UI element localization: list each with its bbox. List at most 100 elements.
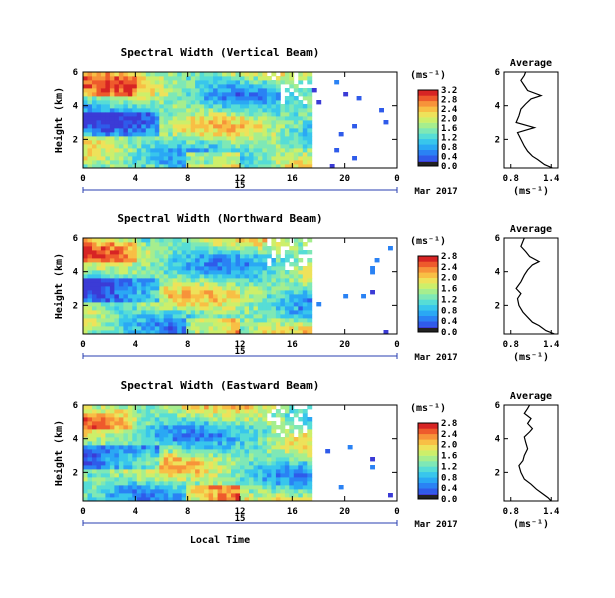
heatmap-cell bbox=[217, 120, 223, 125]
heatmap-cell bbox=[109, 282, 115, 287]
heatmap-cell bbox=[83, 302, 88, 307]
heatmap-cell bbox=[136, 262, 142, 267]
heatmap-cell bbox=[231, 160, 236, 165]
heatmap-cell bbox=[159, 246, 165, 251]
heatmap-cell bbox=[293, 330, 299, 335]
heatmap-cell bbox=[132, 441, 138, 446]
heatmap-cell bbox=[186, 72, 192, 77]
heatmap-cell bbox=[217, 282, 223, 287]
heatmap-cell bbox=[257, 469, 263, 474]
heatmap-cell bbox=[87, 465, 93, 470]
heatmap-cell bbox=[159, 425, 165, 430]
heatmap-cell bbox=[141, 246, 147, 251]
heatmap-cell bbox=[141, 453, 147, 458]
heatmap-cell bbox=[141, 433, 147, 438]
heatmap-cell bbox=[244, 80, 250, 85]
heatmap-cell bbox=[235, 290, 241, 295]
heatmap-cell bbox=[141, 437, 147, 442]
heatmap-cell bbox=[181, 286, 187, 291]
heatmap-cell bbox=[96, 266, 102, 271]
heatmap-cell bbox=[262, 116, 268, 121]
heatmap-cell bbox=[249, 104, 254, 109]
heatmap-cell bbox=[105, 246, 111, 251]
heatmap-cell bbox=[195, 465, 200, 470]
heatmap-cell bbox=[195, 290, 200, 295]
heatmap-cell bbox=[307, 120, 313, 125]
heatmap-cell bbox=[298, 497, 304, 502]
heatmap-cell bbox=[96, 100, 102, 105]
heatmap-cell bbox=[240, 108, 245, 113]
heatmap-cell bbox=[100, 274, 106, 279]
heatmap-cell bbox=[190, 108, 196, 113]
colorbar-floor bbox=[418, 495, 438, 499]
heatmap-cell bbox=[213, 148, 218, 153]
heatmap-cell bbox=[177, 278, 183, 283]
heatmap-cell bbox=[114, 156, 120, 161]
heatmap-cell bbox=[87, 262, 93, 267]
heatmap-cell bbox=[154, 160, 160, 165]
heatmap-cell bbox=[96, 314, 102, 319]
y-tick-label: 2 bbox=[73, 301, 78, 311]
average-title: Average bbox=[510, 391, 552, 402]
heatmap-cell bbox=[163, 306, 169, 311]
heatmap-cell bbox=[159, 294, 165, 299]
heatmap-cell bbox=[159, 429, 165, 434]
heatmap-cell bbox=[114, 413, 120, 418]
heatmap-cell bbox=[83, 481, 88, 486]
heatmap-cell bbox=[257, 156, 263, 161]
heatmap-cell bbox=[249, 469, 254, 474]
heatmap-cell bbox=[307, 262, 313, 267]
heatmap-cell bbox=[204, 425, 209, 430]
heatmap-cell bbox=[293, 274, 299, 279]
heatmap-cell bbox=[145, 417, 151, 422]
heatmap-cell bbox=[204, 88, 209, 93]
heatmap-cell bbox=[168, 306, 174, 311]
heatmap-cell bbox=[92, 405, 97, 410]
heatmap-cell bbox=[293, 497, 299, 502]
heatmap-cell bbox=[114, 306, 120, 311]
heatmap-cell bbox=[154, 96, 160, 101]
heatmap-cell bbox=[83, 112, 88, 117]
x-tick-label: 0 bbox=[80, 507, 85, 517]
heatmap-cell bbox=[186, 445, 192, 450]
panel-title: Spectral Width (Eastward Beam) bbox=[121, 379, 320, 392]
heatmap-cell bbox=[257, 298, 263, 303]
heatmap-cell bbox=[235, 433, 241, 438]
heatmap-cell bbox=[181, 314, 187, 319]
heatmap-cell bbox=[100, 80, 106, 85]
heatmap-cell bbox=[271, 140, 277, 145]
heatmap-cell bbox=[302, 449, 308, 454]
heatmap-cell bbox=[127, 322, 133, 327]
heatmap-cell bbox=[150, 485, 156, 490]
heatmap-cell bbox=[298, 144, 304, 149]
heatmap-cell bbox=[123, 449, 129, 454]
heatmap-cell bbox=[217, 453, 223, 458]
heatmap-cell bbox=[257, 286, 263, 291]
heatmap-cell bbox=[136, 242, 142, 247]
heatmap-cell bbox=[249, 318, 254, 323]
heatmap-cell bbox=[123, 469, 129, 474]
heatmap-cell bbox=[208, 144, 214, 149]
heatmap-cell bbox=[114, 96, 120, 101]
heatmap-cell bbox=[118, 409, 124, 414]
heatmap-cell bbox=[132, 477, 138, 482]
heatmap-cell bbox=[271, 437, 277, 442]
heatmap-cell bbox=[177, 112, 183, 117]
heatmap-cell bbox=[136, 298, 142, 303]
heatmap-cell bbox=[181, 278, 187, 283]
heatmap-cell bbox=[253, 270, 259, 275]
heatmap-cell bbox=[262, 302, 268, 307]
heatmap-cell bbox=[118, 290, 124, 295]
heatmap-cell bbox=[235, 104, 241, 109]
heatmap-cell bbox=[132, 481, 138, 486]
heatmap-cell bbox=[253, 306, 259, 311]
heatmap-cell bbox=[222, 465, 227, 470]
heatmap-cell bbox=[177, 128, 183, 133]
heatmap-cell bbox=[266, 469, 272, 474]
heatmap-cell bbox=[87, 100, 93, 105]
heatmap-cell bbox=[132, 457, 138, 462]
heatmap-cell bbox=[249, 84, 254, 89]
heatmap-cell bbox=[302, 330, 308, 335]
heatmap-cell bbox=[235, 409, 241, 414]
heatmap-cell bbox=[240, 254, 245, 259]
